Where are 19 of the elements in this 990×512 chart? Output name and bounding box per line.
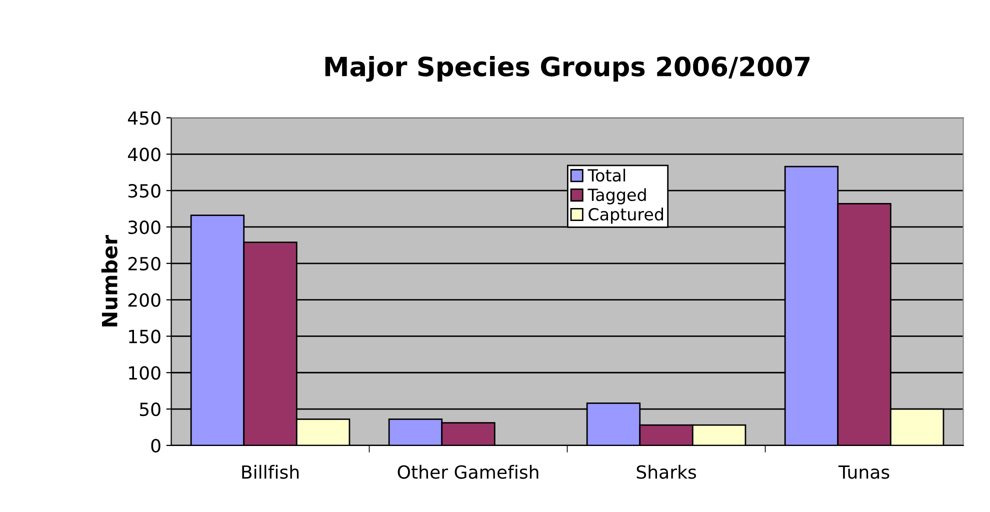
legend-label: Captured (588, 208, 664, 224)
y-tick-label: 300 (128, 220, 160, 234)
y-axis-title: Number (101, 235, 118, 326)
legend-label: Tagged (588, 188, 646, 204)
y-tick-label: 0 (151, 438, 160, 453)
chart-title: Major Species Groups 2006/2007 (325, 56, 810, 82)
y-tick-label: 250 (128, 256, 160, 271)
legend-label: Total (588, 168, 626, 182)
y-tick-label: 350 (128, 184, 160, 198)
x-tick-label: Billfish (242, 464, 299, 479)
y-tick-label: 50 (140, 402, 160, 416)
y-tick-label: 100 (129, 366, 160, 380)
x-tick-label: Sharks (636, 464, 696, 479)
y-tick-label: 400 (128, 148, 160, 162)
x-tick-label: Tunas (838, 465, 890, 479)
y-tick-label: 150 (129, 330, 160, 344)
y-tick-label: 450 (128, 111, 160, 125)
y-tick-label: 200 (128, 293, 160, 307)
x-tick-label: Other Gamefish (398, 464, 538, 479)
